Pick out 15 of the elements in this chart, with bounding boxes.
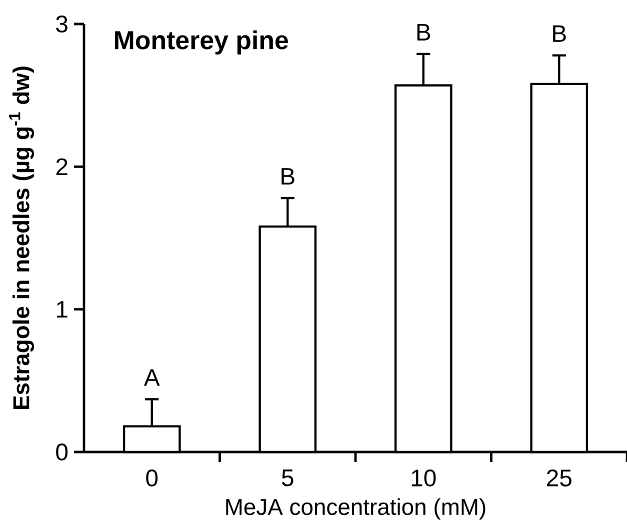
y-tick-label: 1 xyxy=(57,301,68,318)
y-tick-label: 2 xyxy=(56,158,68,176)
y-tick-label: 3 xyxy=(56,16,68,32)
x-tick-label: 25 xyxy=(547,470,572,486)
annotation: B xyxy=(282,168,294,185)
annotation: B xyxy=(553,25,566,42)
annotation: B xyxy=(417,24,430,40)
x-tick-label: 5 xyxy=(282,470,294,486)
x-tick-label: 0 xyxy=(146,470,158,486)
annotation: A xyxy=(144,369,160,386)
x-axis-title: MeJA concentration (mM) xyxy=(226,498,486,520)
y-axis-title: Estragole in needles (µg g$^{-1}$ dw) xyxy=(9,66,34,409)
chart-title: Monterey pine xyxy=(115,30,288,55)
y-tick-label: 0 xyxy=(56,444,68,460)
x-tick-label: 10 xyxy=(412,470,436,486)
